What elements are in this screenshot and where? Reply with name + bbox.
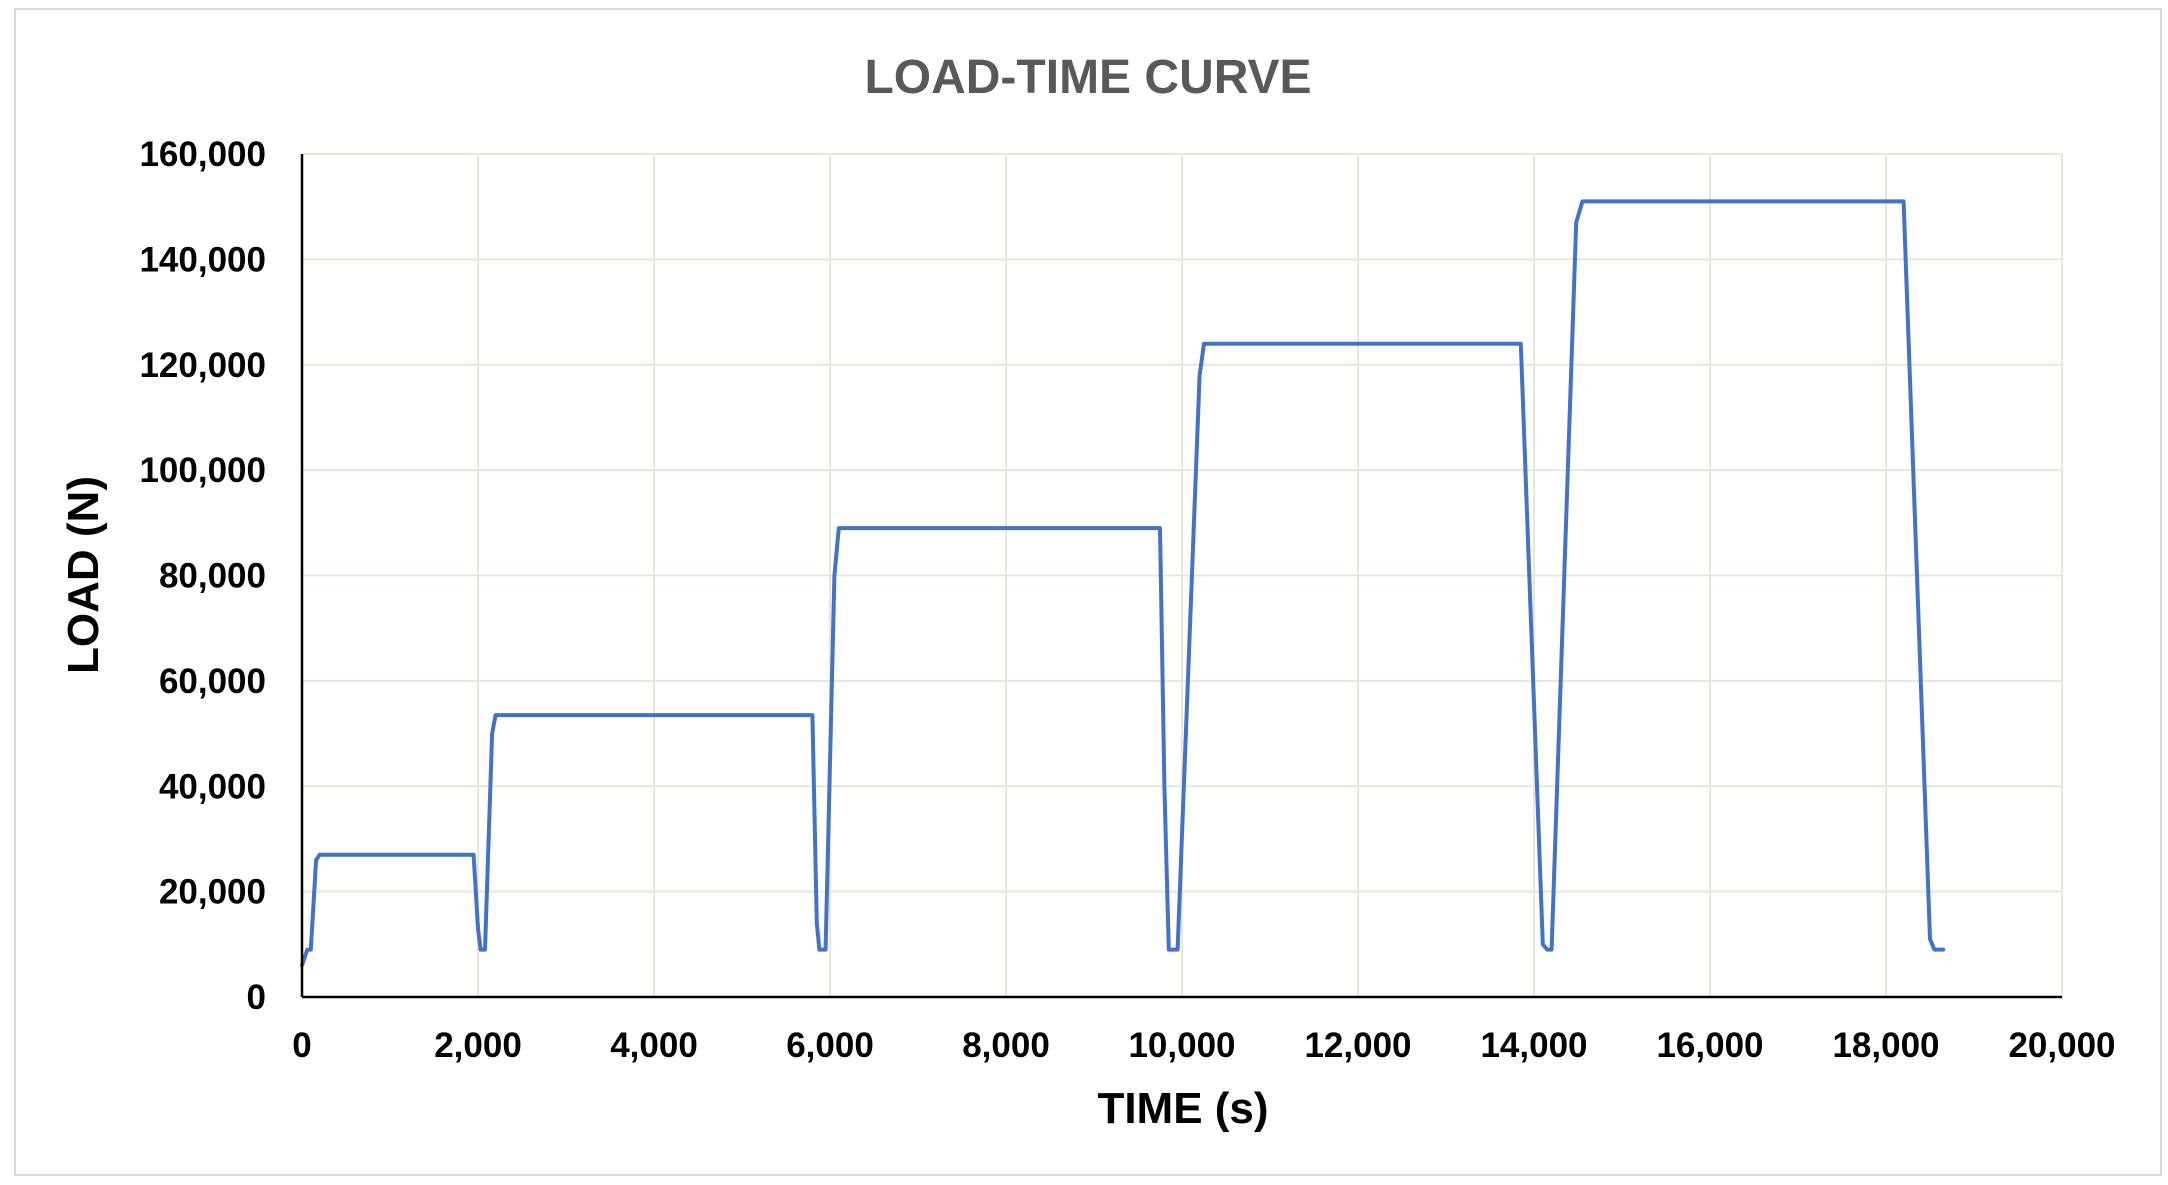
x-tick-label: 0 [292, 1026, 311, 1065]
chart-title: LOAD-TIME CURVE [864, 51, 1311, 104]
y-tick-label: 40,000 [159, 767, 266, 806]
y-tick-label: 140,000 [139, 240, 266, 279]
x-axis-title: TIME (s) [1097, 1084, 1268, 1133]
tick-labels: 0 20,000 40,000 60,000 80,000 100,000 120,000 1… [139, 135, 2115, 1065]
y-tick-label: 60,000 [159, 662, 266, 701]
x-tick-label: 2,000 [434, 1026, 522, 1065]
x-tick-label: 8,000 [962, 1026, 1050, 1065]
x-tick-label: 12,000 [1304, 1026, 1411, 1065]
y-tick-label: 0 [247, 978, 266, 1017]
y-tick-label: 20,000 [159, 873, 266, 912]
y-tick-label: 160,000 [139, 135, 266, 174]
y-tick-label: 80,000 [159, 557, 266, 596]
x-tick-label: 16,000 [1656, 1026, 1763, 1065]
x-tick-label: 20,000 [2008, 1026, 2115, 1065]
x-tick-label: 14,000 [1480, 1026, 1587, 1065]
grid-lines [302, 153, 2063, 997]
x-tick-label: 6,000 [786, 1026, 874, 1065]
y-tick-label: 120,000 [139, 346, 266, 385]
x-tick-label: 18,000 [1832, 1026, 1939, 1065]
x-tick-label: 10,000 [1128, 1026, 1235, 1065]
series-layer [300, 199, 1946, 968]
series-line-load [300, 199, 1946, 968]
y-tick-label: 100,000 [139, 451, 266, 490]
axes [300, 154, 2062, 999]
y-axis-title: LOAD (N) [59, 476, 108, 674]
x-tick-label: 4,000 [610, 1026, 698, 1065]
